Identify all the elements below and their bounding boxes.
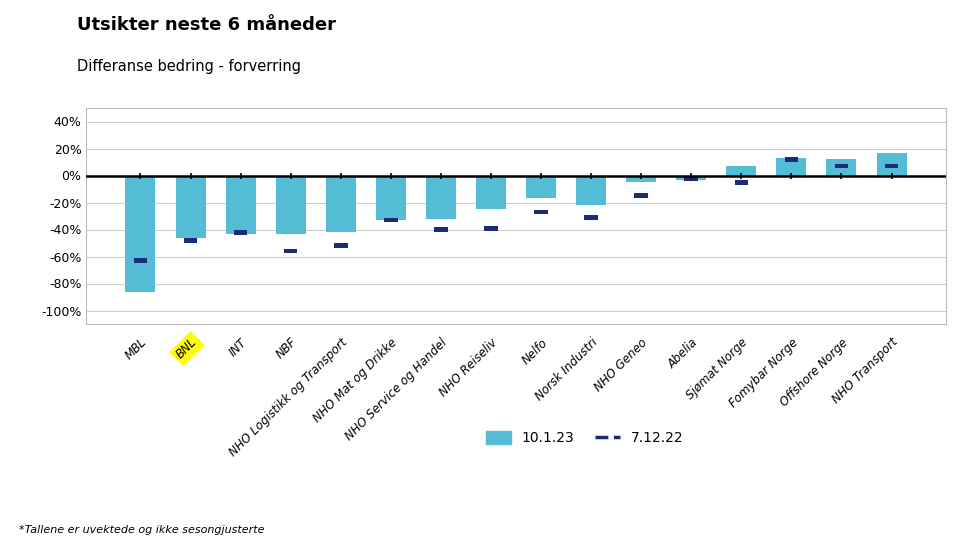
Bar [784, 157, 798, 161]
Bar [325, 176, 356, 232]
Bar [885, 164, 899, 168]
Text: Differanse bedring - forverring: Differanse bedring - forverring [77, 59, 300, 75]
Bar [234, 230, 248, 234]
Bar [375, 176, 406, 220]
Bar [133, 258, 147, 263]
Bar [426, 176, 456, 219]
Bar [176, 176, 205, 238]
Bar [734, 180, 748, 185]
Bar [284, 249, 298, 253]
Bar [526, 176, 556, 198]
Bar [635, 193, 648, 198]
Text: Utsikter neste 6 måneder: Utsikter neste 6 måneder [77, 16, 336, 34]
Bar [434, 227, 447, 232]
Bar [226, 176, 255, 233]
Bar [183, 238, 198, 242]
Bar [727, 166, 756, 176]
Bar [827, 159, 856, 176]
Bar [834, 164, 849, 168]
Bar [484, 226, 497, 231]
Bar [276, 176, 305, 233]
Bar [876, 152, 906, 176]
Legend: 10.1.23, 7.12.22: 10.1.23, 7.12.22 [480, 426, 689, 451]
Bar [476, 176, 506, 209]
Bar [777, 158, 806, 176]
Bar [334, 244, 348, 248]
Bar [585, 215, 598, 220]
Bar [576, 176, 606, 205]
Bar [535, 210, 548, 214]
Bar [684, 176, 698, 180]
Bar [676, 176, 707, 179]
Text: *Tallene er uvektede og ikke sesongjusterte: *Tallene er uvektede og ikke sesongjuste… [19, 524, 265, 535]
Bar [384, 218, 397, 222]
Bar [126, 176, 156, 292]
Bar [626, 176, 657, 183]
